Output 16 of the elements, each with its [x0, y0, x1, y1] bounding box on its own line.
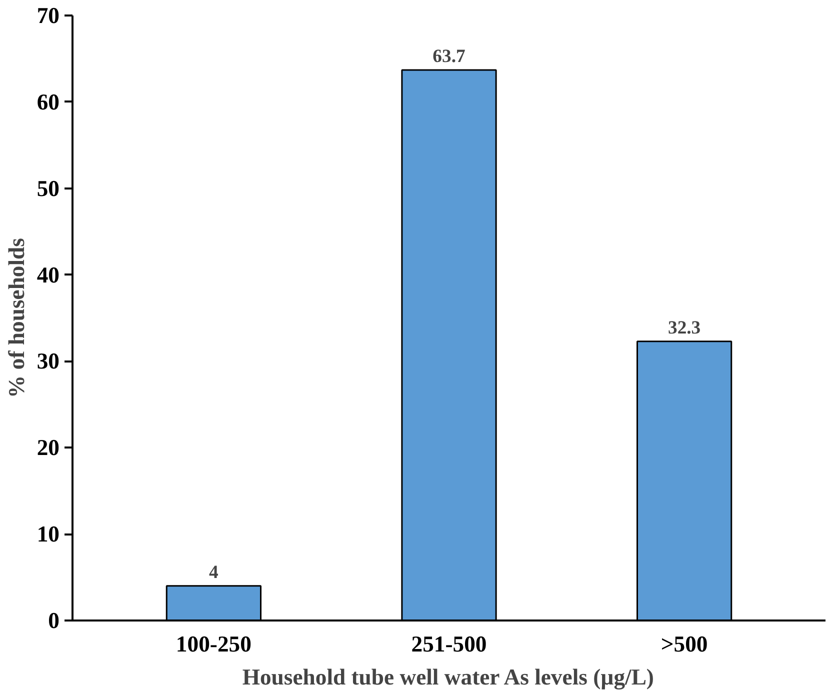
y-tick-label: 40: [36, 262, 60, 288]
y-tick-label: 60: [36, 89, 60, 114]
x-tick-label: 251-500: [411, 632, 487, 656]
x-axis-title: Household tube well water As levels (µg/L): [242, 664, 654, 690]
data-label: 32.3: [668, 317, 701, 338]
y-tick-label: 10: [36, 522, 60, 547]
x-tick-label: 100-250: [176, 632, 252, 656]
data-label: 4: [209, 562, 218, 583]
y-tick-label: 0: [48, 608, 60, 633]
y-tick-label: 30: [36, 348, 60, 374]
x-tick-label: >500: [660, 632, 708, 656]
y-tick-label: 20: [36, 435, 60, 460]
y-tick-label: 50: [36, 176, 60, 201]
data-label: 63.7: [432, 46, 466, 67]
y-axis-title: % of households: [4, 238, 29, 398]
y-tick-label: 70: [36, 3, 60, 28]
